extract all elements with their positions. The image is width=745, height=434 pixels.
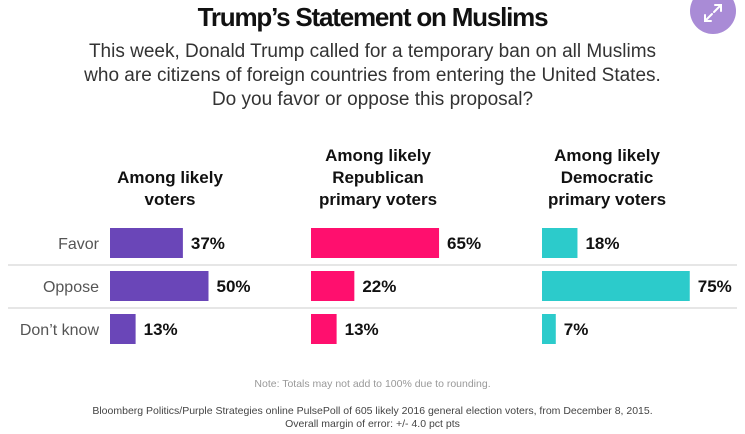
expand-arrows-icon (704, 4, 722, 22)
bar (110, 314, 136, 344)
row-label: Favor (58, 236, 100, 253)
data-label: 7% (564, 320, 589, 339)
source-line: Bloomberg Politics/Purple Strategies onl… (92, 405, 653, 417)
data-label: 13% (345, 320, 379, 339)
group-title-line: Among likely (554, 146, 660, 165)
expand-button[interactable] (690, 0, 736, 34)
data-label: 13% (144, 320, 178, 339)
group-title-line: Republican (332, 168, 424, 187)
group-title-line: Democratic (561, 168, 654, 187)
source-line: Overall margin of error: +/- 4.0 pct pts (285, 418, 460, 430)
bar (542, 314, 556, 344)
bar (311, 271, 355, 301)
row-dividers (8, 264, 737, 309)
data-label: 75% (698, 277, 732, 296)
row-labels: Favor Oppose Don’t know (20, 236, 100, 339)
bar (311, 314, 337, 344)
source-note: Bloomberg Politics/Purple Strategies onl… (0, 405, 745, 431)
bar (542, 271, 690, 301)
group-title-line: Among likely (325, 146, 431, 165)
bars (110, 228, 690, 344)
data-label: 65% (447, 234, 481, 253)
footnote: Note: Totals may not add to 100% due to … (254, 378, 491, 390)
data-label: 18% (585, 234, 619, 253)
group-title-line: Among likely (117, 168, 223, 187)
group-titles: Among likely voters Among likely Republican… (117, 146, 666, 209)
data-label: 22% (362, 277, 396, 296)
data-label: 50% (217, 277, 251, 296)
chart-subtitle: This week, Donald Trump called for a tem… (84, 41, 661, 110)
bar (311, 228, 440, 258)
row-label: Don’t know (20, 322, 100, 339)
data-label: 37% (191, 234, 225, 253)
value-labels: 37% 50% 13% 65% 22% 13% 18% 75% 7% (144, 234, 732, 339)
bar (110, 271, 209, 301)
bar (542, 228, 578, 258)
row-label: Oppose (43, 279, 99, 296)
chart-title: Trump’s Statement on Muslims (197, 2, 549, 32)
group-title-line: voters (144, 190, 195, 209)
group-title-line: primary voters (319, 190, 437, 209)
bar (110, 228, 183, 258)
group-title-line: primary voters (548, 190, 666, 209)
